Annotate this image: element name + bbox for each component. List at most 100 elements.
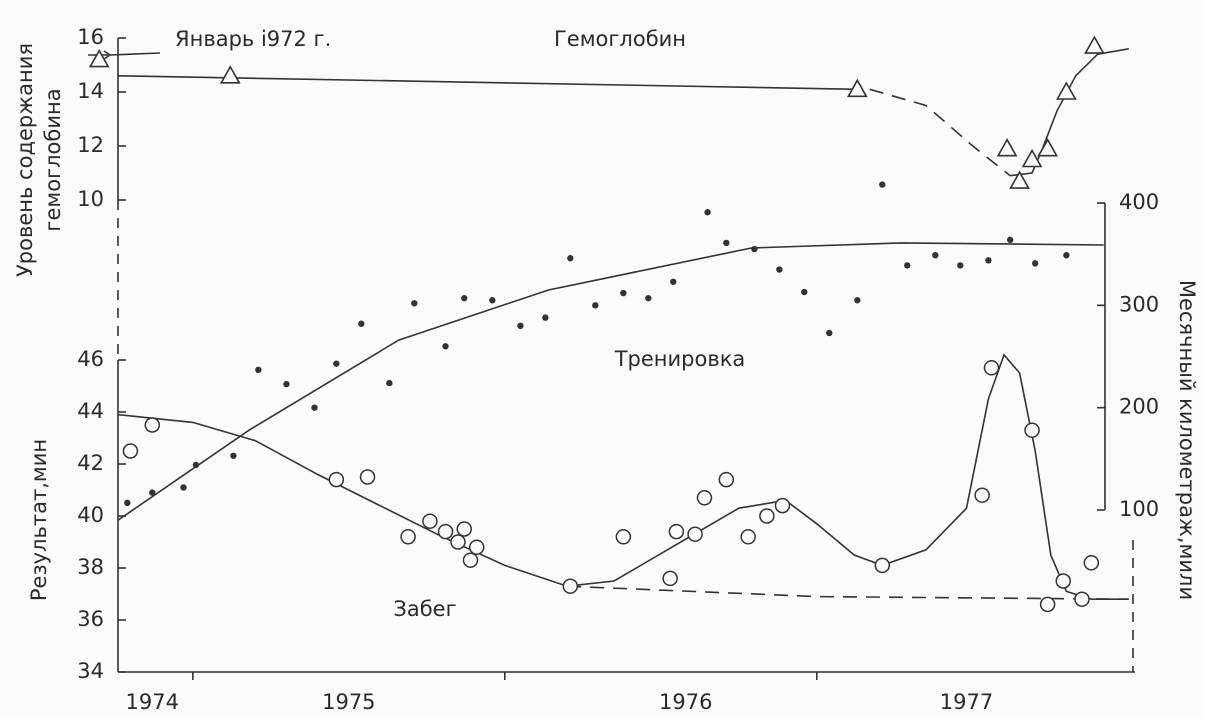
y-axis-label: Уровень содержания [13, 43, 37, 277]
circle-marker [696, 490, 713, 506]
y-axis-label: Месячный километраж,мили [1175, 280, 1199, 600]
x-tick-label: 1975 [322, 690, 375, 714]
dot-marker [879, 181, 886, 188]
circle-marker [450, 534, 466, 550]
trend-curve [117, 75, 858, 91]
trend-curve [869, 88, 1011, 177]
dot-marker [826, 329, 833, 337]
dot-marker [645, 294, 652, 302]
circle-marker [122, 443, 139, 459]
circle-marker [400, 529, 416, 545]
y-tick-label: 44 [77, 399, 104, 423]
trend-curve [567, 585, 1129, 600]
dot-marker [411, 300, 418, 307]
circle-marker [1083, 555, 1100, 571]
dot-marker [386, 379, 393, 387]
y-tick-label: 10 [77, 187, 104, 211]
dot-marker [124, 499, 131, 507]
dot-marker [542, 314, 549, 321]
circle-marker [468, 539, 485, 555]
dot-marker [854, 297, 861, 304]
circle-marker [462, 552, 479, 568]
y-tick-label: 34 [77, 659, 104, 683]
triangle-marker [1021, 148, 1043, 168]
circle-marker [422, 513, 438, 529]
dot-marker [670, 278, 677, 285]
y-tick-label: 36 [77, 607, 104, 631]
circle-marker [974, 487, 990, 503]
y-tick-label: 42 [77, 451, 104, 475]
dot-marker [801, 288, 808, 296]
y-tick-label: 400 [1119, 190, 1159, 214]
dot-marker [358, 320, 365, 327]
dot-marker [985, 257, 992, 264]
circle-marker [874, 557, 891, 574]
x-tick-label: 1974 [126, 690, 179, 714]
y-tick-label: 40 [77, 503, 104, 527]
y-axis-label: гемоглобина [41, 88, 65, 231]
x-tick-label: 1977 [940, 690, 993, 714]
dot-marker [192, 461, 200, 469]
dot-marker [567, 255, 574, 262]
y-tick-label: 12 [77, 133, 104, 157]
circle-marker [615, 529, 632, 545]
dot-marker [704, 209, 711, 216]
circle-marker [668, 523, 685, 540]
triangle-marker [846, 78, 868, 98]
y-tick-label: 16 [77, 25, 104, 49]
y-tick-label: 38 [77, 555, 104, 579]
circle-marker [1074, 591, 1090, 607]
dot-marker [904, 262, 911, 269]
dot-marker [957, 262, 964, 269]
circle-marker [983, 360, 1000, 376]
circle-marker [759, 508, 775, 524]
y-axis-label: Результат,мин [27, 439, 51, 601]
dot-marker [461, 294, 468, 302]
panel-label: Забег [393, 597, 456, 621]
y-tick-label: 200 [1119, 395, 1159, 419]
y-tick-label: 100 [1119, 497, 1159, 521]
dot-marker [776, 266, 783, 273]
annotation: Январь i972 г. [175, 27, 331, 51]
circle-marker [1039, 596, 1056, 613]
triangle-marker [1009, 170, 1030, 189]
circle-marker [718, 471, 735, 488]
triangle-marker [1056, 81, 1077, 100]
circle-marker [1055, 573, 1071, 589]
dot-marker [230, 452, 237, 459]
dot-marker [751, 245, 758, 253]
circle-marker [437, 523, 454, 540]
y-tick-label: 46 [77, 347, 104, 371]
triangle-marker [88, 48, 110, 68]
circle-marker [359, 469, 376, 485]
circle-marker [740, 529, 756, 545]
dot-marker [620, 289, 627, 297]
circle-marker [662, 570, 678, 587]
y-tick-label: 300 [1119, 292, 1159, 316]
dot-marker [1031, 260, 1039, 267]
dot-marker [283, 380, 290, 388]
trend-curve [117, 353, 1129, 600]
x-tick-label: 1976 [659, 690, 712, 714]
circle-marker [687, 526, 703, 542]
circle-marker [456, 521, 473, 537]
circle-marker [328, 471, 345, 488]
trend-curve [1010, 48, 1129, 177]
circle-marker [1024, 422, 1040, 438]
dot-marker [592, 302, 599, 309]
circle-marker [774, 497, 791, 514]
dot-marker [442, 343, 449, 350]
dot-marker [1063, 251, 1070, 259]
dot-marker [311, 404, 318, 411]
triangle-marker [996, 138, 1018, 157]
dot-marker [180, 484, 187, 491]
dot-marker [255, 366, 262, 374]
dot-marker [149, 489, 156, 496]
panel-label: Гемоглобин [554, 27, 686, 51]
dot-marker [932, 251, 939, 259]
dot-marker [333, 360, 340, 367]
triangle-marker [1084, 35, 1105, 54]
circle-marker [562, 578, 579, 594]
dot-marker [1007, 236, 1014, 244]
